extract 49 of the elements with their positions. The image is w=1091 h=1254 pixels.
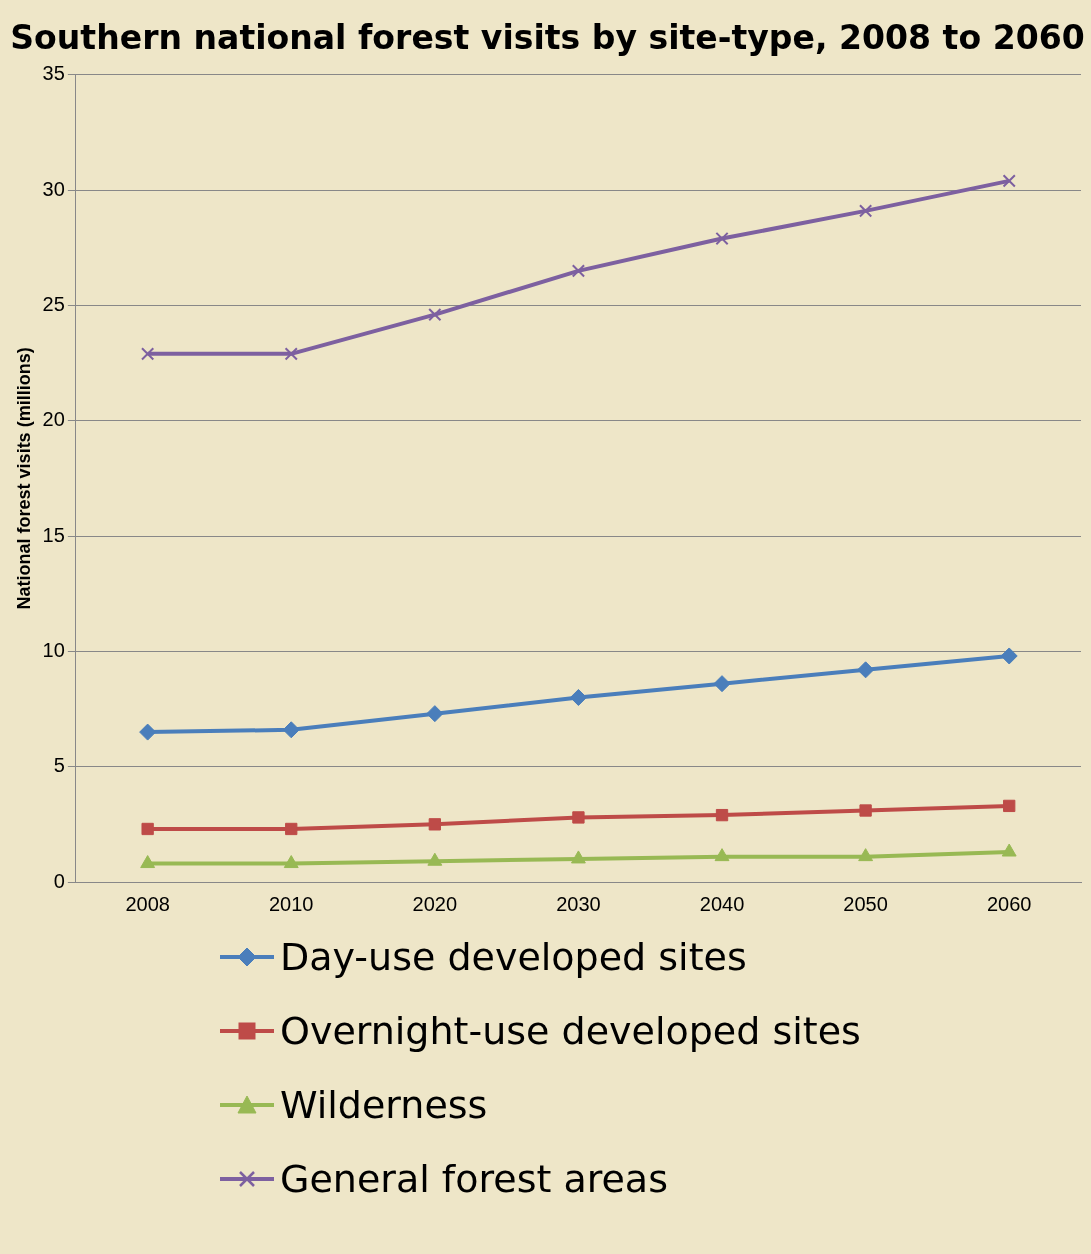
x-tick-label: 2008: [125, 892, 170, 915]
x-tick-label: 2050: [843, 892, 888, 915]
y-axis-title: National forest visits (millions): [13, 347, 34, 610]
y-tick-label: 20: [42, 408, 65, 431]
point: [140, 855, 156, 869]
point: [282, 721, 300, 739]
point: [283, 855, 299, 869]
y-tick-label: 5: [53, 754, 65, 777]
y-tick-label: 0: [53, 869, 65, 892]
point: [571, 264, 586, 278]
legend-label: Day-use developed sites: [280, 935, 747, 979]
point: [714, 848, 730, 862]
point: [859, 804, 872, 817]
point: [426, 705, 444, 723]
legend-label: Wilderness: [280, 1083, 488, 1127]
legend-label: Overnight-use developed sites: [280, 1009, 861, 1053]
y-tick-label: 25: [42, 292, 65, 315]
point: [428, 308, 442, 322]
x-tick-label: 2030: [556, 892, 601, 915]
legend-label: General forest areas: [280, 1157, 668, 1201]
chart-title: Southern national forest visits by site-type, 2008 to 2060: [10, 17, 1085, 58]
point: [858, 204, 873, 218]
x-tick-label: 2040: [699, 892, 745, 915]
point: [569, 689, 587, 706]
x-tick-label: 2060: [986, 892, 1032, 915]
point: [1002, 174, 1016, 188]
point: [1001, 843, 1017, 857]
point: [857, 661, 875, 679]
point: [139, 723, 157, 741]
y-tick-label: 10: [42, 638, 65, 661]
x-tick-label: 2020: [412, 892, 458, 915]
point: [713, 675, 731, 693]
point: [1000, 647, 1018, 665]
point: [715, 808, 729, 822]
point: [285, 822, 298, 836]
point: [715, 231, 729, 246]
y-tick-label: 15: [42, 523, 65, 546]
point: [428, 818, 441, 831]
point: [141, 822, 154, 836]
point: [284, 347, 298, 361]
y-tick-label: 35: [42, 62, 65, 85]
point: [1003, 799, 1016, 813]
point: [427, 852, 443, 866]
point: [571, 850, 586, 864]
x-tick-label: 2010: [268, 892, 314, 915]
point: [858, 848, 874, 862]
point: [140, 347, 155, 361]
point: [572, 811, 585, 824]
y-tick-label: 30: [42, 177, 65, 200]
